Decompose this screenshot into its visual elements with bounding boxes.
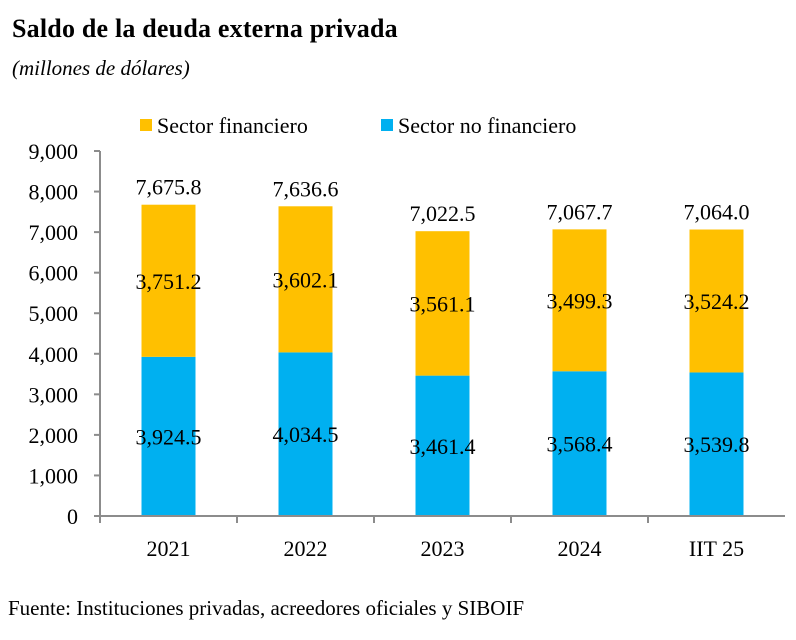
bar-no-financiero	[415, 375, 470, 516]
bar-no-financiero	[278, 352, 333, 516]
data-label: 3,539.8	[684, 432, 750, 457]
data-label: 3,924.5	[136, 424, 202, 449]
data-label: 3,561.1	[410, 291, 476, 316]
total-label: 7,675.8	[136, 175, 202, 200]
data-label: 3,499.3	[547, 288, 613, 313]
bar-financiero	[552, 229, 607, 372]
bar-financiero	[278, 206, 333, 353]
legend-swatch	[381, 119, 393, 131]
y-tick-label: 1,000	[29, 463, 79, 488]
data-label: 3,751.2	[136, 269, 202, 294]
y-tick-label: 2,000	[29, 423, 79, 448]
data-label: 3,461.4	[410, 434, 476, 459]
y-axis: 0 1,000 2,000 3,000 4,000 5,000 6,000 7,000 8,00…	[29, 139, 101, 529]
data-label: 3,602.1	[273, 267, 339, 292]
y-tick-label: 9,000	[29, 139, 79, 164]
bar-financiero	[415, 231, 470, 376]
bar-financiero	[689, 229, 744, 373]
data-label: 4,034.5	[273, 422, 339, 447]
x-tick-label: 2021	[147, 536, 191, 561]
chart-subtitle: (millones de dólares)	[12, 56, 190, 80]
data-label: 3,524.2	[684, 289, 750, 314]
chart-source: Fuente: Instituciones privadas, acreedor…	[8, 596, 525, 620]
y-tick-label: 5,000	[29, 301, 79, 326]
legend: Sector financiero Sector no financiero	[140, 113, 576, 138]
bar-no-financiero	[552, 371, 607, 516]
y-tick-label: 8,000	[29, 180, 79, 205]
chart-title: Saldo de la deuda externa privada	[12, 14, 398, 43]
x-tick-label: IIT 25	[689, 536, 744, 561]
y-tick-label: 7,000	[29, 220, 79, 245]
legend-label: Sector financiero	[157, 113, 308, 138]
x-axis: 2021 2022 2023 2024 IIT 25	[94, 515, 785, 561]
total-label: 7,064.0	[684, 200, 750, 225]
y-tick-label: 3,000	[29, 382, 79, 407]
y-tick-label: 6,000	[29, 261, 79, 286]
bar-financiero	[141, 204, 196, 357]
legend-swatch	[140, 119, 152, 131]
total-label: 7,022.5	[410, 201, 476, 226]
bars	[141, 204, 744, 516]
bar-no-financiero	[689, 372, 744, 516]
x-tick-label: 2024	[558, 536, 602, 561]
legend-label: Sector no financiero	[398, 113, 576, 138]
x-tick-label: 2023	[421, 536, 465, 561]
data-labels: 3,924.5 3,751.2 7,675.8 4,034.5 3,602.1 7,636…	[136, 175, 750, 459]
total-label: 7,067.7	[547, 199, 613, 224]
x-tick-label: 2022	[284, 536, 328, 561]
y-tick-label: 4,000	[29, 342, 79, 367]
y-tick-label: 0	[67, 504, 78, 529]
data-label: 3,568.4	[547, 432, 613, 457]
total-label: 7,636.6	[273, 176, 339, 201]
bar-no-financiero	[141, 356, 196, 516]
